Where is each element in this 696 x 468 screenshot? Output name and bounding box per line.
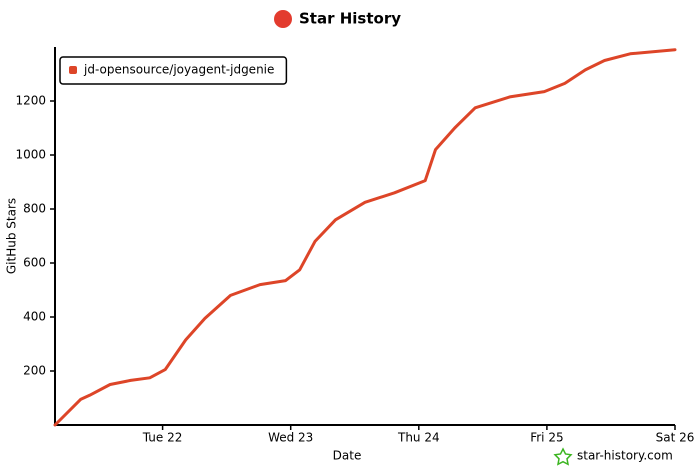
- x-tick-label: Fri 25: [530, 431, 563, 445]
- legend-box: [59, 56, 288, 85]
- series-line: [53, 48, 677, 427]
- title-icon: [274, 10, 292, 28]
- y-tick-label: 400: [23, 310, 46, 324]
- x-tick-label: Sat 26: [656, 431, 695, 445]
- y-tick-label: 1200: [15, 94, 46, 108]
- y-tick-label: 200: [23, 364, 46, 378]
- y-tick-label: 1000: [15, 148, 46, 162]
- y-axis-label: GitHub Stars: [5, 198, 19, 274]
- chart-title: Star History: [299, 10, 401, 28]
- watermark-icon: [553, 447, 573, 466]
- x-axis-label: Date: [333, 449, 362, 463]
- y-tick-label: 800: [23, 202, 46, 216]
- y-tick-label: 600: [23, 256, 46, 270]
- x-tick-label: Tue 22: [142, 431, 183, 445]
- legend-label: jd-opensource/joyagent-jdgenie: [83, 63, 274, 77]
- legend-swatch: [69, 66, 77, 74]
- watermark: star-history.com: [577, 449, 673, 463]
- x-tick-label: Wed 23: [268, 431, 313, 445]
- x-tick-label: Thu 24: [397, 431, 440, 445]
